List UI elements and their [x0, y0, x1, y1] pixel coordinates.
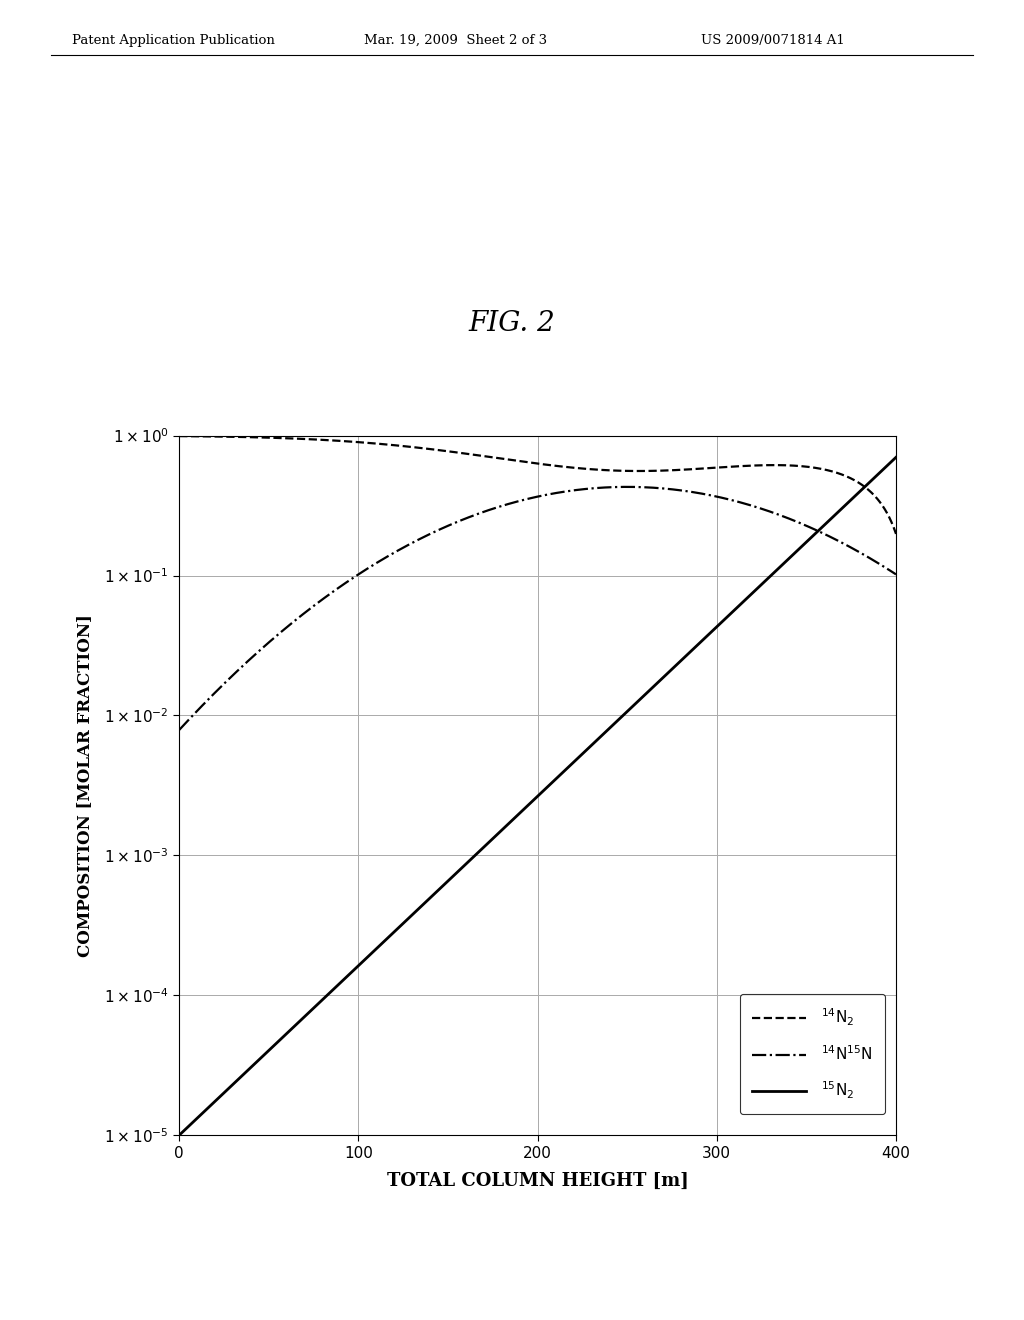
Text: Patent Application Publication: Patent Application Publication — [72, 33, 274, 46]
Y-axis label: COMPOSITION [MOLAR FRACTION]: COMPOSITION [MOLAR FRACTION] — [76, 614, 92, 957]
Text: US 2009/0071814 A1: US 2009/0071814 A1 — [701, 33, 845, 46]
Legend: $^{14}$N$_2$, $^{14}$N$^{15}$N, $^{15}$N$_2$: $^{14}$N$_2$, $^{14}$N$^{15}$N, $^{15}$N… — [740, 994, 885, 1114]
X-axis label: TOTAL COLUMN HEIGHT [m]: TOTAL COLUMN HEIGHT [m] — [387, 1172, 688, 1189]
Text: Mar. 19, 2009  Sheet 2 of 3: Mar. 19, 2009 Sheet 2 of 3 — [364, 33, 547, 46]
Text: FIG. 2: FIG. 2 — [469, 310, 555, 337]
